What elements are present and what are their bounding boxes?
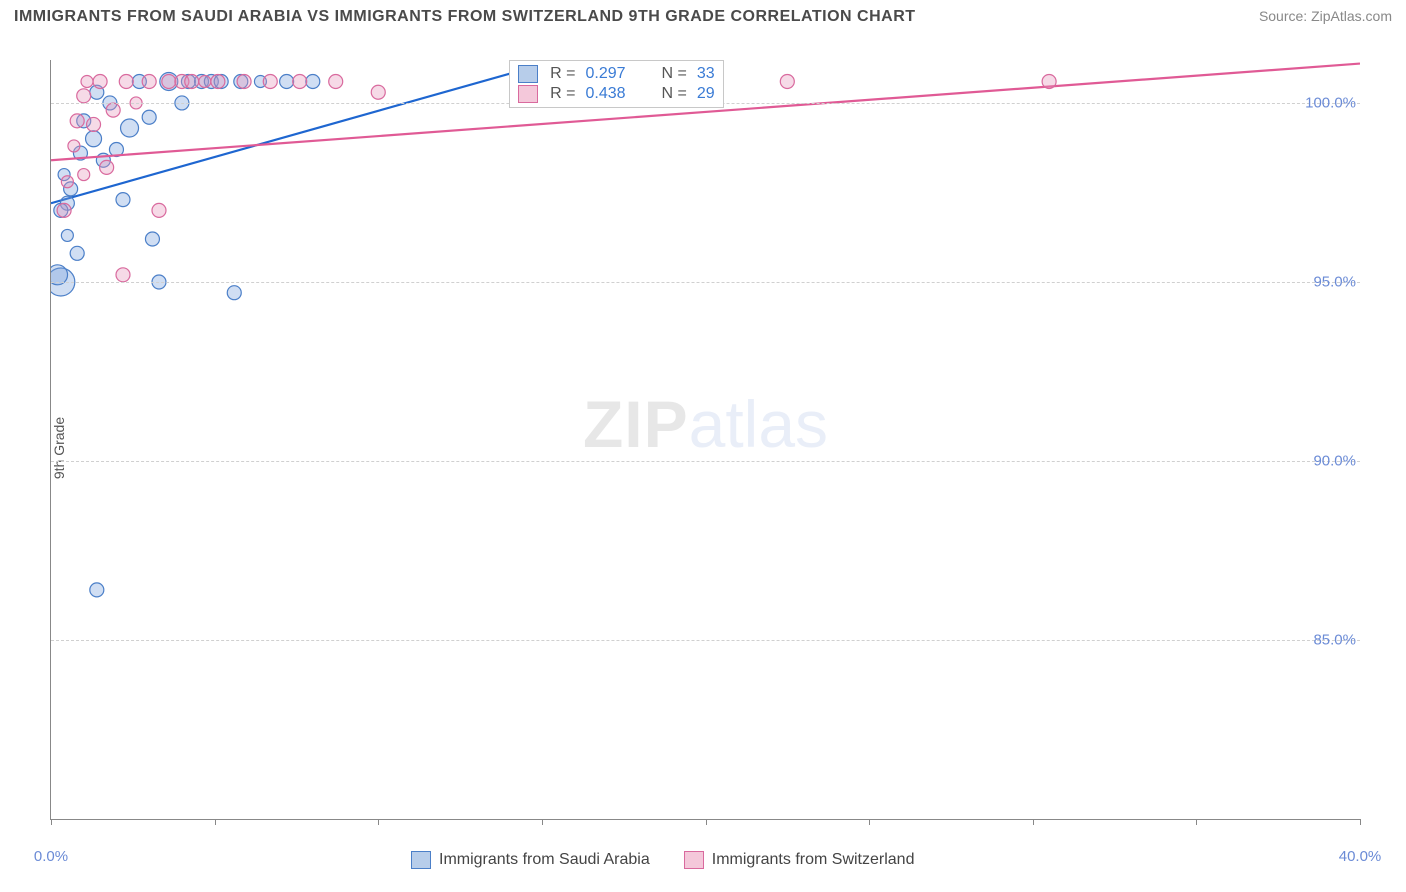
legend-swatch	[684, 851, 704, 869]
legend-stats-row: R = 0.297 N = 33	[518, 65, 714, 83]
data-point	[68, 140, 80, 152]
data-point	[780, 74, 794, 88]
data-point	[90, 583, 104, 597]
data-point	[142, 110, 156, 124]
xtick	[51, 819, 52, 825]
legend-swatch	[518, 85, 538, 103]
data-point	[106, 103, 120, 117]
data-point	[142, 74, 156, 88]
r-label: R =	[550, 65, 575, 83]
data-point	[77, 89, 91, 103]
xtick	[1196, 819, 1197, 825]
data-point	[70, 246, 84, 260]
data-point	[371, 85, 385, 99]
n-label: N =	[661, 65, 686, 83]
data-point	[61, 176, 73, 188]
data-point	[86, 131, 102, 147]
data-point	[1042, 74, 1056, 88]
xtick	[215, 819, 216, 825]
legend-series-item: Immigrants from Saudi Arabia	[411, 851, 650, 869]
r-value: 0.297	[585, 65, 633, 83]
legend-series: Immigrants from Saudi Arabia Immigrants f…	[411, 851, 914, 869]
data-point	[78, 169, 90, 181]
data-point	[116, 193, 130, 207]
n-value: 33	[697, 65, 715, 83]
legend-stats: R = 0.297 N = 33 R = 0.438 N = 29	[509, 60, 723, 108]
ytick-label: 95.0%	[1313, 273, 1356, 290]
r-value: 0.438	[585, 85, 633, 103]
data-point	[227, 286, 241, 300]
xtick-label: 0.0%	[34, 848, 68, 865]
data-point	[329, 74, 343, 88]
legend-swatch	[518, 65, 538, 83]
data-point	[185, 74, 199, 88]
gridline-h	[51, 282, 1360, 283]
data-point	[119, 74, 133, 88]
data-point	[93, 74, 107, 88]
data-point	[87, 117, 101, 131]
legend-series-label: Immigrants from Switzerland	[712, 851, 915, 869]
chart-header: IMMIGRANTS FROM SAUDI ARABIA VS IMMIGRAN…	[0, 0, 1406, 40]
data-point	[293, 74, 307, 88]
data-point	[211, 74, 225, 88]
data-point	[61, 229, 73, 241]
data-point	[306, 74, 320, 88]
chart-title: IMMIGRANTS FROM SAUDI ARABIA VS IMMIGRAN…	[14, 8, 916, 26]
legend-stats-row: R = 0.438 N = 29	[518, 85, 714, 103]
legend-series-label: Immigrants from Saudi Arabia	[439, 851, 650, 869]
r-label: R =	[550, 85, 575, 103]
data-point	[237, 74, 251, 88]
ytick-label: 85.0%	[1313, 631, 1356, 648]
data-point	[280, 74, 294, 88]
chart-svg	[51, 60, 1360, 819]
n-value: 29	[697, 85, 715, 103]
gridline-h	[51, 461, 1360, 462]
xtick	[1360, 819, 1361, 825]
data-point	[199, 75, 211, 87]
ytick-label: 100.0%	[1305, 94, 1356, 111]
xtick	[869, 819, 870, 825]
data-point	[116, 268, 130, 282]
plot-area: 9th Grade ZIPatlas 85.0%90.0%95.0%100.0%…	[50, 60, 1360, 820]
ytick-label: 90.0%	[1313, 452, 1356, 469]
chart-source: Source: ZipAtlas.com	[1259, 8, 1392, 24]
xtick-label: 40.0%	[1339, 848, 1382, 865]
xtick	[1033, 819, 1034, 825]
data-point	[145, 232, 159, 246]
data-point	[100, 160, 114, 174]
data-point	[121, 119, 139, 137]
xtick	[706, 819, 707, 825]
data-point	[263, 74, 277, 88]
gridline-h	[51, 640, 1360, 641]
data-point	[162, 74, 176, 88]
data-point	[70, 114, 84, 128]
xtick	[378, 819, 379, 825]
legend-swatch	[411, 851, 431, 869]
data-point	[81, 75, 93, 87]
legend-series-item: Immigrants from Switzerland	[684, 851, 915, 869]
n-label: N =	[661, 85, 686, 103]
data-point	[152, 203, 166, 217]
data-point	[57, 203, 71, 217]
xtick	[542, 819, 543, 825]
